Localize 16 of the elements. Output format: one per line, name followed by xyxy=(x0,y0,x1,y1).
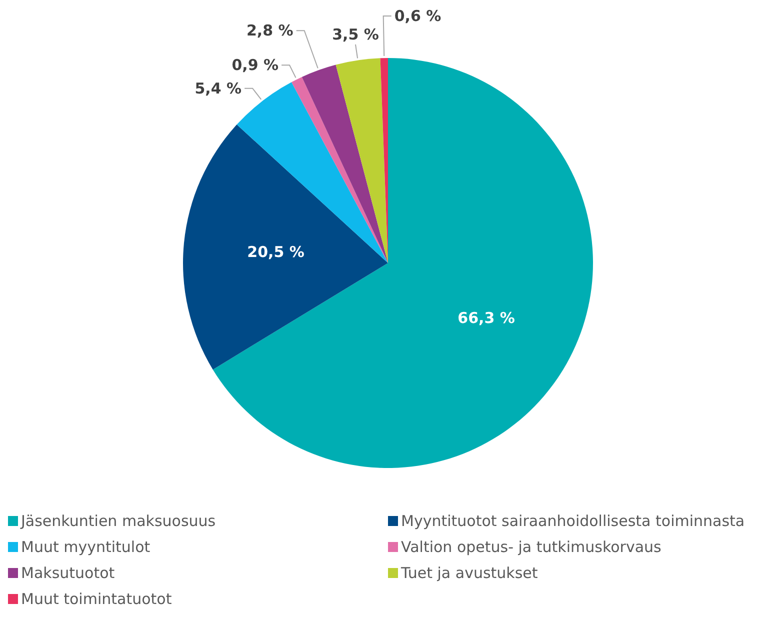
legend-label: Maksutuotot xyxy=(21,564,115,582)
legend-label: Jäsenkuntien maksuosuus xyxy=(21,512,216,530)
data-label: 3,5 % xyxy=(332,25,379,44)
pie-slice xyxy=(183,124,388,370)
legend-label: Myyntituotot sairaanhoidollisesta toiminnasta xyxy=(401,512,745,530)
legend-label: Tuet ja avustukset xyxy=(401,564,538,582)
legend-label: Valtion opetus- ja tutkimuskorvaus xyxy=(401,538,662,556)
data-label: 0,9 % xyxy=(232,56,279,74)
data-label: 66,3 % xyxy=(458,309,515,328)
pie-slice xyxy=(336,58,388,263)
data-label: 2,8 % xyxy=(246,22,294,40)
data-label: 0,6 % xyxy=(394,7,442,26)
data-label: 20,5 % xyxy=(247,243,304,262)
legend-label: Muut myyntitulot xyxy=(21,538,150,556)
legend-label: Muut toimintatuotot xyxy=(21,590,172,608)
data-label: 5,4 % xyxy=(194,79,242,98)
